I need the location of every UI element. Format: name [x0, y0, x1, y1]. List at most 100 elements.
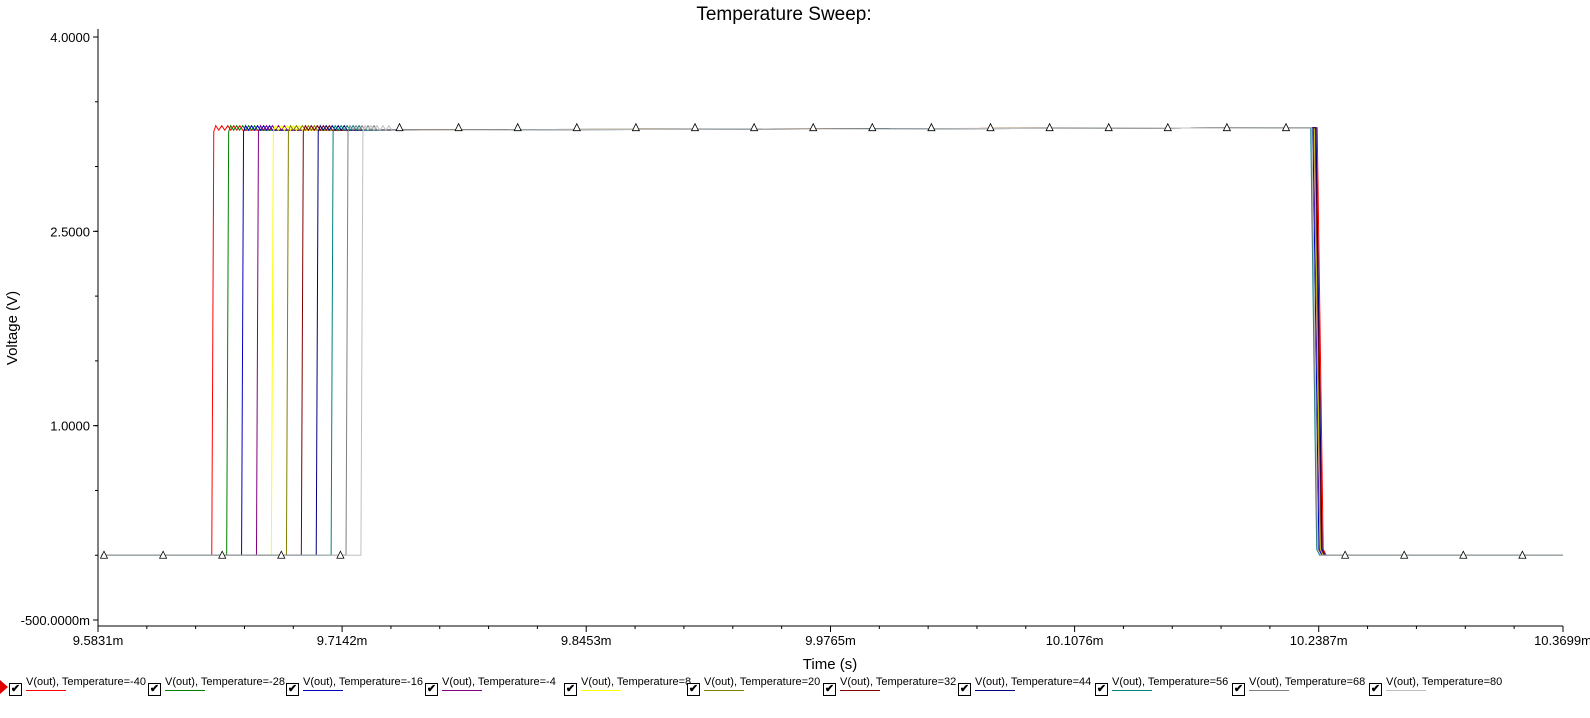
series-marker: [809, 122, 818, 132]
y-tick-label: 4.0000: [50, 30, 90, 45]
legend-checkbox[interactable]: ✔: [148, 683, 161, 696]
legend-checkbox[interactable]: ✔: [286, 683, 299, 696]
legend-swatch: [1249, 690, 1289, 691]
legend-label: V(out), Temperature=32: [840, 676, 957, 688]
legend-swatch: [442, 690, 482, 691]
series-marker: [1281, 122, 1291, 132]
legend-checkbox[interactable]: ✔: [823, 683, 836, 696]
series-marker: [927, 122, 936, 132]
legend-item[interactable]: ✔ V(out), Temperature=-28: [148, 676, 285, 698]
series-marker: [336, 550, 345, 559]
legend-item[interactable]: ✔ V(out), Temperature=80: [1369, 676, 1502, 698]
legend-label: V(out), Temperature=80: [1386, 676, 1503, 688]
legend-item[interactable]: ✔ V(out), Temperature=56: [1095, 676, 1228, 698]
legend-label: V(out), Temperature=56: [1112, 676, 1229, 688]
legend-checkbox[interactable]: ✔: [687, 683, 700, 696]
x-tick-label: 9.9765m: [805, 633, 856, 648]
legend: ✔ V(out), Temperature=-40 ✔ V(out), Tempera…: [0, 676, 1590, 698]
selected-series-marker-icon: [0, 680, 8, 694]
series-marker: [690, 122, 700, 132]
chart: Temperature Sweep: 4.0000 2.5000 1.0000 -50…: [4, 4, 1590, 673]
series-marker: [99, 550, 109, 559]
series-marker: [1104, 122, 1113, 132]
legend-item[interactable]: ✔ V(out), Temperature=8: [564, 676, 691, 698]
legend-checkbox[interactable]: ✔: [1369, 683, 1382, 696]
legend-label: V(out), Temperature=-40: [26, 676, 146, 688]
y-axis-title: Voltage (V): [4, 291, 21, 365]
series-marker: [1459, 550, 1468, 559]
series-marker: [572, 122, 581, 132]
series-line: [101, 124, 1563, 556]
legend-label: V(out), Temperature=20: [704, 676, 821, 688]
series-line: [101, 124, 1563, 556]
series-line: [101, 124, 1563, 556]
legend-item[interactable]: ✔ V(out), Temperature=-4: [425, 676, 556, 698]
series-marker: [986, 122, 995, 132]
series-marker: [1163, 122, 1172, 132]
legend-swatch: [1112, 690, 1152, 691]
series-marker: [395, 122, 404, 132]
series-marker: [1518, 550, 1527, 559]
legend-checkbox[interactable]: ✔: [1232, 683, 1245, 696]
y-ticks: 4.0000 2.5000 1.0000 -500.0000m: [21, 30, 98, 628]
legend-item[interactable]: ✔ V(out), Temperature=-40: [9, 676, 146, 698]
legend-label: V(out), Temperature=-16: [303, 676, 423, 688]
series-marker: [749, 122, 759, 132]
legend-swatch: [26, 690, 66, 691]
series-marker: [1340, 550, 1350, 559]
legend-item[interactable]: ✔ V(out), Temperature=44: [958, 676, 1091, 698]
legend-item[interactable]: ✔ V(out), Temperature=32: [823, 676, 956, 698]
legend-label: V(out), Temperature=68: [1249, 676, 1366, 688]
series-line: [101, 124, 1563, 556]
series-line: [101, 124, 1563, 556]
series-marker: [454, 122, 463, 132]
series-marker: [158, 550, 168, 559]
legend-item[interactable]: ✔ V(out), Temperature=20: [687, 676, 820, 698]
legend-swatch: [581, 690, 621, 691]
legend-swatch: [165, 690, 205, 691]
chart-title: Temperature Sweep:: [696, 4, 871, 25]
series-marker: [631, 122, 641, 132]
legend-checkbox[interactable]: ✔: [9, 683, 22, 696]
legend-label: V(out), Temperature=44: [975, 676, 1092, 688]
series-marker: [868, 122, 877, 132]
legend-item[interactable]: ✔ V(out), Temperature=68: [1232, 676, 1365, 698]
legend-label: V(out), Temperature=-4: [442, 676, 556, 688]
x-tick-label: 9.7142m: [317, 633, 368, 648]
series-line: [101, 124, 1563, 556]
legend-checkbox[interactable]: ✔: [425, 683, 438, 696]
y-tick-label: 1.0000: [50, 419, 90, 434]
series-line: [101, 124, 1563, 556]
y-tick-label: -500.0000m: [21, 613, 90, 628]
legend-swatch: [303, 690, 343, 691]
legend-swatch: [704, 690, 744, 691]
legend-label: V(out), Temperature=-28: [165, 676, 285, 688]
series-marker: [1222, 122, 1232, 132]
series-line: [101, 124, 1563, 556]
series-line: [101, 124, 1563, 556]
legend-checkbox[interactable]: ✔: [958, 683, 971, 696]
plot-area: [99, 122, 1563, 559]
y-tick-label: 2.5000: [50, 224, 90, 239]
x-tick-label: 10.2387m: [1290, 633, 1348, 648]
x-axis-title: Time (s): [803, 656, 857, 673]
x-tick-label: 10.3699m: [1534, 633, 1590, 648]
legend-swatch: [975, 690, 1015, 691]
series-marker: [218, 550, 227, 559]
series-marker: [513, 122, 522, 132]
series-line: [101, 124, 1563, 556]
series-marker: [277, 550, 286, 559]
series-line: [101, 124, 1563, 556]
series-marker: [1400, 550, 1409, 559]
legend-label: V(out), Temperature=8: [581, 676, 692, 688]
series-marker: [1045, 122, 1054, 132]
legend-checkbox[interactable]: ✔: [1095, 683, 1108, 696]
x-tick-label: 9.8453m: [561, 633, 612, 648]
x-ticks: 9.5831m 9.7142m 9.8453m 9.9765m 10.1076m 10.2…: [73, 626, 1590, 648]
x-tick-label: 10.1076m: [1046, 633, 1104, 648]
legend-swatch: [840, 690, 880, 691]
legend-swatch: [1386, 690, 1426, 691]
x-tick-label: 9.5831m: [73, 633, 124, 648]
legend-checkbox[interactable]: ✔: [564, 683, 577, 696]
legend-item[interactable]: ✔ V(out), Temperature=-16: [286, 676, 423, 698]
